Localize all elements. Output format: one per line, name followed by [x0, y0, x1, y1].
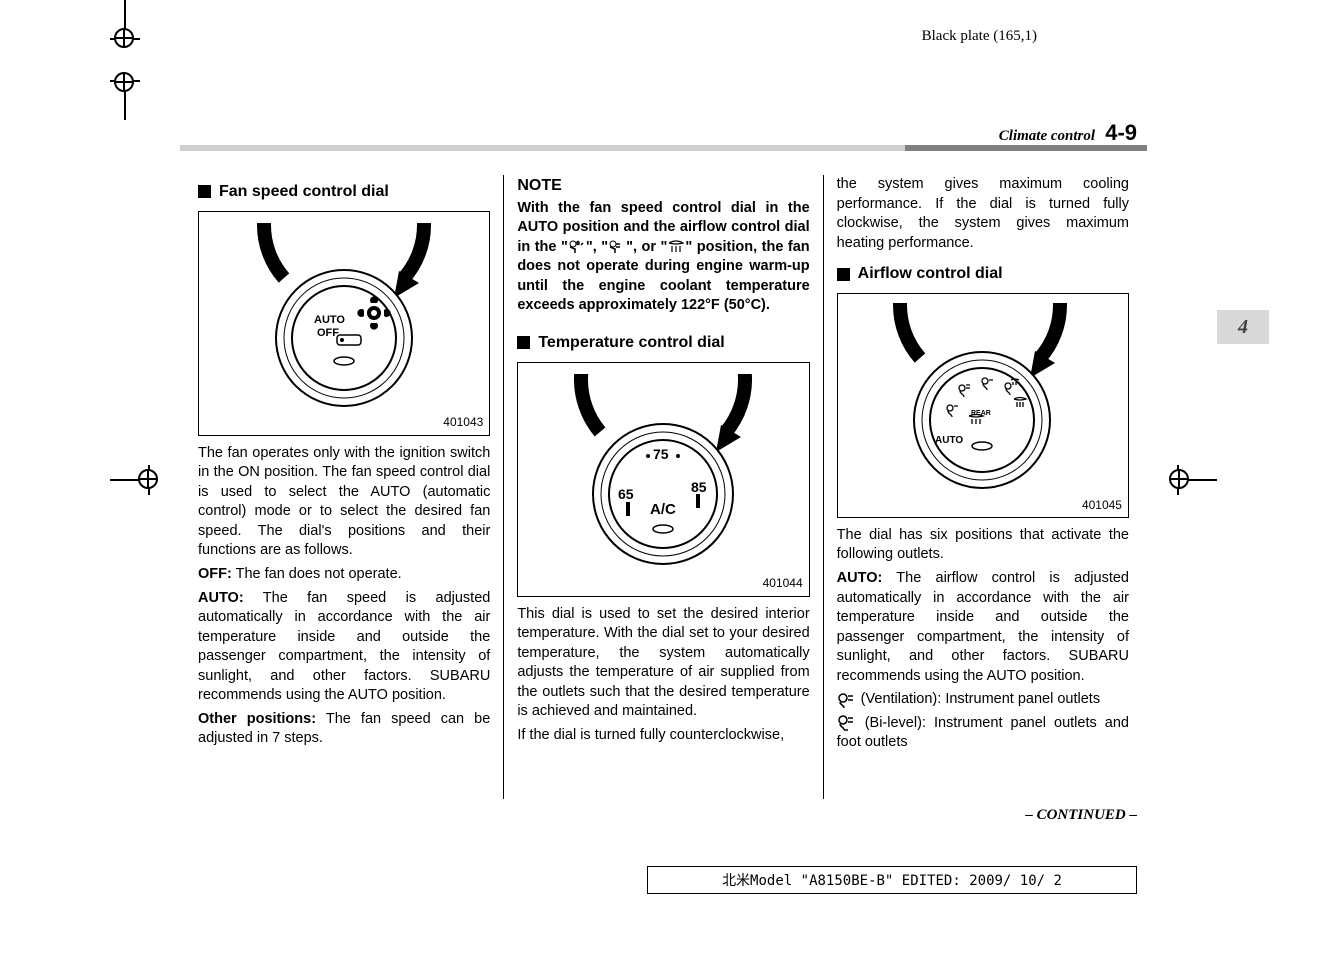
svg-text:75: 75 — [653, 446, 669, 462]
text: The airflow control is adjusted automati… — [837, 570, 1129, 684]
figure-airflow-dial: AUTO REAR 401045 — [837, 293, 1129, 518]
chapter-tab: 4 — [1217, 310, 1269, 344]
heading-text: Fan speed control dial — [219, 181, 389, 203]
svg-text:85: 85 — [691, 479, 707, 495]
body-text: (Ventilation): Instrument panel outlets — [837, 690, 1129, 710]
label-auto: AUTO: — [837, 570, 883, 586]
body-text: The dial has six positions that activate… — [837, 526, 1129, 565]
footer-box: 北米Model "A8150BE-B" EDITED: 2009/ 10/ 2 — [647, 866, 1137, 894]
label-other: Other positions: — [198, 711, 316, 727]
heading-fan-speed: Fan speed control dial — [198, 181, 490, 203]
crop-mark-right — [1157, 465, 1217, 495]
bilevel-icon — [837, 715, 857, 731]
plate-label: Black plate (165,1) — [922, 28, 1037, 45]
page-number: 4-9 — [1105, 120, 1137, 145]
body-text: AUTO: The airflow control is adjusted au… — [837, 569, 1129, 686]
text: ", " — [586, 239, 608, 255]
figure-number: 401044 — [763, 575, 803, 591]
dial-label-auto: AUTO — [314, 314, 345, 326]
body-text: The fan operates only with the ignition … — [198, 444, 490, 561]
heading-temperature: Temperature control dial — [517, 332, 809, 354]
heat-icon — [568, 240, 586, 254]
header-rule — [180, 145, 1147, 151]
column-2: NOTE With the fan speed control dial in … — [503, 175, 822, 799]
figure-fan-dial: AUTO OFF 401043 — [198, 211, 490, 436]
body-text: (Bi-level): Instrument panel outlets and… — [837, 714, 1129, 753]
column-1: Fan speed control dial AUTO OFF 401043 — [185, 175, 503, 799]
text: The fan does not operate. — [232, 566, 402, 582]
svg-text:A/C: A/C — [650, 501, 676, 518]
text: The fan speed is adjusted automatically … — [198, 590, 490, 704]
svg-text:AUTO: AUTO — [935, 435, 963, 446]
body-text: the system gives maximum cooling perform… — [837, 175, 1129, 253]
temp-dial-svg: 75 65 85 A/C — [558, 374, 768, 584]
continued-label: – CONTINUED – — [1025, 807, 1137, 824]
text: (Ventilation): Instrument panel outlets — [857, 691, 1100, 707]
text: ", or " — [626, 239, 667, 255]
heading-airflow: Airflow control dial — [837, 263, 1129, 285]
heading-text: Temperature control dial — [538, 332, 724, 354]
section-title: Climate control — [999, 128, 1095, 144]
label-off: OFF: — [198, 566, 232, 582]
figure-number: 401043 — [443, 414, 483, 430]
text: (Bi-level): Instrument panel outlets and… — [837, 715, 1129, 751]
column-3: the system gives maximum cooling perform… — [823, 175, 1142, 799]
airflow-dial-svg: AUTO REAR — [880, 303, 1085, 508]
manual-page: Black plate (165,1) Climate control 4-9 … — [110, 0, 1217, 954]
figure-number: 401045 — [1082, 497, 1122, 513]
svg-text:65: 65 — [618, 486, 634, 502]
crop-mark-bottom — [110, 60, 140, 120]
body-text: AUTO: The fan speed is adjusted automati… — [198, 589, 490, 706]
body-text: OFF: The fan does not operate. — [198, 565, 490, 585]
ventilation-icon — [837, 692, 857, 708]
crop-mark-top — [110, 0, 140, 60]
crop-mark-left — [110, 465, 170, 495]
page-header: Climate control 4-9 — [999, 120, 1137, 146]
figure-temp-dial: 75 65 85 A/C 401044 — [517, 362, 809, 597]
body-text: Other positions: The fan speed can be ad… — [198, 710, 490, 749]
heading-text: Airflow control dial — [858, 263, 1003, 285]
content-columns: Fan speed control dial AUTO OFF 401043 — [185, 175, 1142, 799]
note-heading: NOTE — [517, 175, 809, 197]
bilevel-icon — [608, 240, 626, 254]
body-text: This dial is used to set the desired int… — [517, 605, 809, 722]
dial-label-off: OFF — [317, 327, 339, 339]
fan-dial-svg: AUTO OFF — [244, 223, 444, 423]
label-auto: AUTO: — [198, 590, 244, 606]
body-text: If the dial is turned fully counterclock… — [517, 726, 809, 746]
note-body: With the fan speed control dial in the A… — [517, 199, 809, 316]
defrost-foot-icon — [667, 240, 685, 254]
